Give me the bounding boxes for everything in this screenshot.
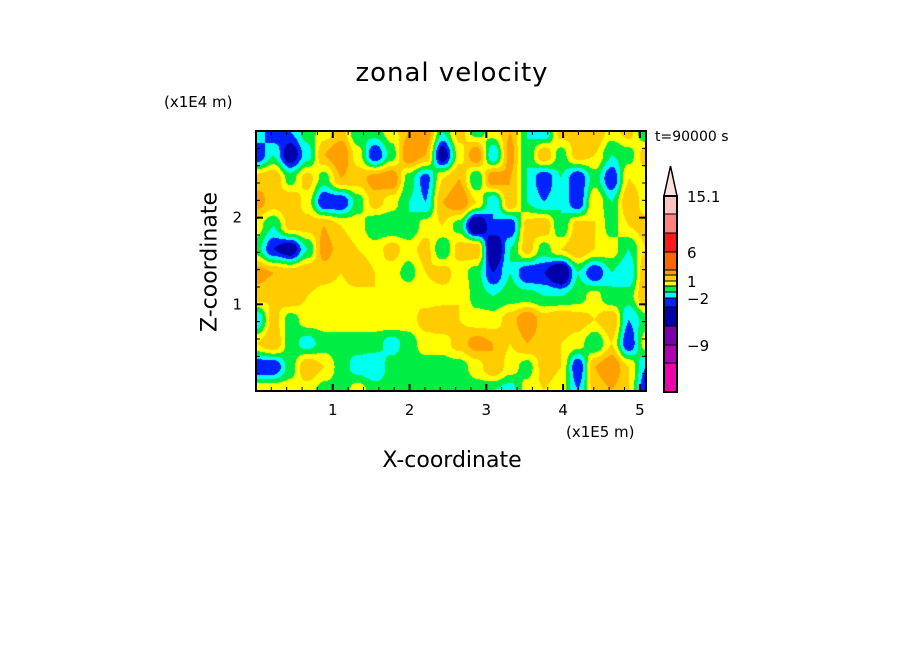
colorbar-segment: [663, 195, 678, 215]
colorbar-segment: [663, 362, 678, 393]
y-tick-label: 2: [232, 209, 242, 227]
colorbar-segment: [663, 232, 678, 253]
colorbar-segment: [663, 251, 678, 271]
time-annotation: t=90000 s: [655, 129, 729, 145]
contour-field: [256, 131, 646, 391]
colorbar-segment: [663, 344, 678, 364]
x-tick-label: 5: [635, 401, 645, 419]
x-tick-label: 4: [558, 401, 568, 419]
colorbar-segment: [663, 325, 678, 346]
colorbar-extend-arrow: [663, 165, 678, 197]
chart-title: zonal velocity: [355, 58, 549, 88]
colorbar-label: 1: [687, 273, 697, 291]
colorbar-frame: [663, 195, 678, 393]
plot-frame: [255, 130, 647, 392]
colorbar-segment: [663, 280, 678, 287]
colorbar-segment: [663, 269, 678, 276]
colorbar-label: 15.1: [687, 188, 720, 206]
x-tick-label: 1: [328, 401, 338, 419]
colorbar-segment: [663, 297, 678, 308]
colorbar-label: −9: [687, 337, 709, 355]
x-tick-label: 2: [405, 401, 415, 419]
x-axis-label: X-coordinate: [382, 448, 522, 473]
y-tick-label: 1: [232, 295, 242, 313]
colorbar-segment: [663, 285, 678, 293]
colorbar-segment: [663, 306, 678, 327]
colorbar-segment: [663, 213, 678, 234]
colorbar-segment: [663, 291, 678, 299]
colorbar-label: 6: [687, 244, 697, 262]
colorbar-segment: [663, 274, 678, 282]
x-tick-label: 3: [482, 401, 492, 419]
colorbar-label: −2: [687, 290, 709, 308]
y-axis-unit: (x1E4 m): [164, 93, 233, 111]
x-axis-unit: (x1E5 m): [566, 423, 635, 441]
